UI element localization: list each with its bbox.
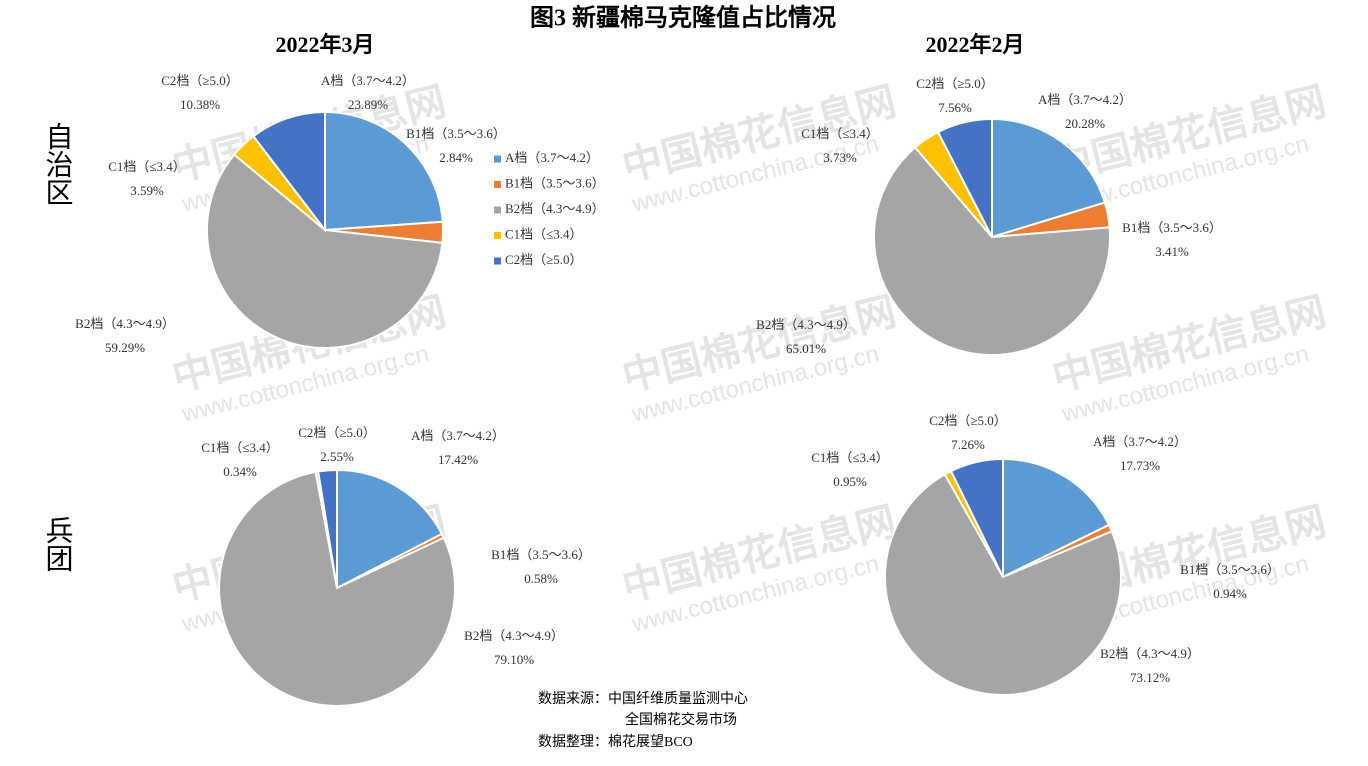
pie-slice [218,470,456,707]
row-title: 自治区 [42,122,73,206]
data-label-category: B2档（4.3～4.9） [75,316,175,331]
legend-label: B2档（4.3～4.9） [505,201,605,216]
pie-slice [936,117,993,238]
data-label-value: 23.89% [348,97,388,112]
data-label-value: 65.01% [786,341,826,356]
pie-slice [1002,457,1111,579]
legend-label: C1档（≤3.4） [505,226,583,241]
data-label-category: C2档（≥5.0） [161,73,239,88]
data-label-value: 3.73% [823,150,857,165]
data-label-value: 7.26% [951,437,985,452]
pie-slice [873,146,1111,356]
data-label-category: B1档（3.5～3.6） [406,126,506,141]
data-label-value: 17.73% [1120,458,1160,473]
legend-label: A档（3.7～4.2） [505,150,599,165]
data-label-category: B1档（3.5～3.6） [491,547,591,562]
source-text: 全国棉花交易市场 [625,711,737,728]
data-label-category: C2档（≥5.0） [916,76,994,91]
source-text: 数据来源：中国纤维质量监测中心 [538,691,748,707]
data-label-category: B1档（3.5～3.6） [1180,562,1280,577]
legend-label: C2档（≥5.0） [505,252,583,267]
legend-swatch [494,181,501,188]
data-label-value: 0.95% [833,474,867,489]
legend-swatch [494,257,501,265]
data-label-value: 79.10% [494,652,534,667]
data-label-value: 20.28% [1065,116,1105,131]
data-label-value: 0.94% [1213,586,1247,601]
column-title: 2022年2月 [925,32,1024,57]
data-label-value: 17.42% [438,452,478,467]
data-label-category: C2档（≥5.0） [298,425,376,440]
data-label-value: 10.38% [180,97,220,112]
data-label-category: C1档（≤3.4） [801,126,879,141]
data-label-category: B2档（4.3～4.9） [756,317,856,332]
chart-title: 图3 新疆棉马克隆值占比情况 [530,4,836,32]
data-label-category: C1档（≤3.4） [108,159,186,174]
row-title: 兵团 [42,516,73,572]
pie-slice [884,472,1122,696]
legend-label: B1档（3.5～3.6） [505,175,605,190]
pie-slice [251,110,326,233]
data-label-category: C1档（≤3.4） [811,450,889,465]
pie-slice [991,117,1107,239]
pie-slice [206,153,444,349]
data-label-category: A档（3.7～4.2） [411,428,505,443]
legend-swatch [494,206,501,214]
data-label-value: 73.12% [1130,670,1170,685]
data-label-category: B1档（3.5～3.6） [1122,220,1222,235]
pie-slice [336,468,444,590]
data-label-value: 2.84% [439,150,473,165]
pie-slice [949,457,1004,578]
data-label-category: C1档（≤3.4） [201,440,279,455]
data-label-category: B2档（4.3～4.9） [1100,646,1200,661]
pie-slice [317,468,338,589]
data-label-category: A档（3.7～4.2） [321,73,415,88]
data-label-value: 0.58% [524,571,558,586]
data-label-value: 2.55% [320,449,354,464]
data-label-category: C2档（≥5.0） [929,413,1007,428]
data-label-value: 3.41% [1155,244,1189,259]
legend-swatch [494,155,501,163]
data-label-value: 7.56% [938,100,972,115]
data-label-category: B2档（4.3～4.9） [464,628,564,643]
legend-swatch [494,232,501,239]
data-label-category: A档（3.7～4.2） [1038,92,1132,107]
source-text: 数据整理：棉花展望BCO [538,733,693,750]
data-label-value: 0.34% [223,464,257,479]
data-label-category: A档（3.7～4.2） [1093,434,1187,449]
column-title: 2022年3月 [275,32,374,57]
pie-slice [324,110,444,232]
data-label-value: 3.59% [130,183,164,198]
data-label-value: 59.29% [105,340,145,355]
